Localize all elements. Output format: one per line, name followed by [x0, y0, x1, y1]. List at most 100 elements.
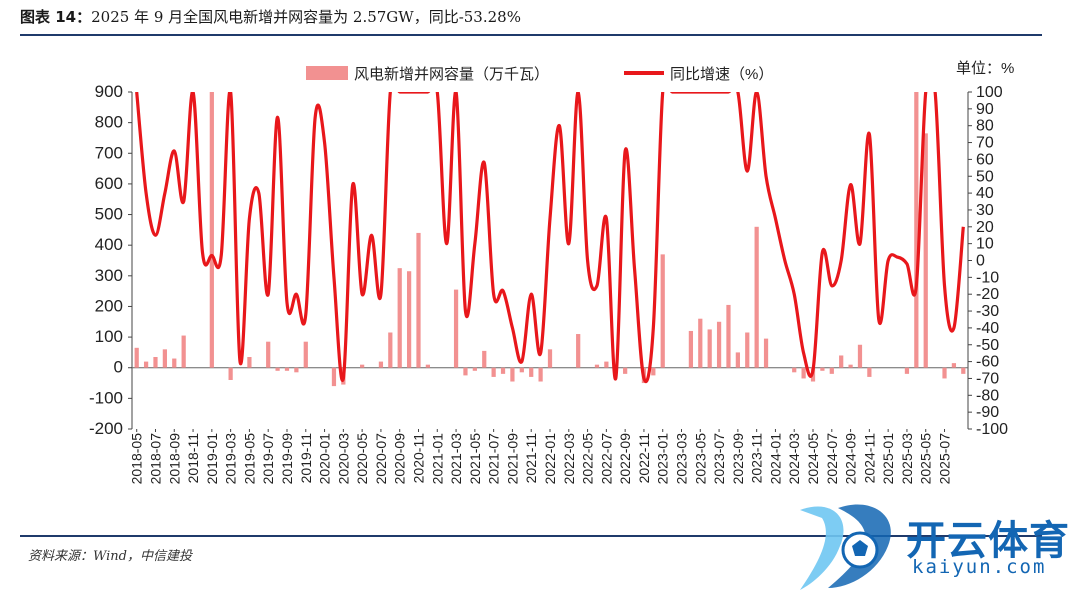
capacity-bar	[848, 364, 853, 368]
capacity-bar	[463, 367, 468, 376]
capacity-bar	[547, 349, 553, 368]
x-tick-label: 2022-07	[598, 433, 614, 485]
x-tick-label: 2023-07	[711, 433, 727, 485]
y-right-tick-label: -70	[976, 370, 999, 387]
y-left-tick-label: 0	[114, 358, 123, 377]
y-left-tick-label: 500	[95, 205, 123, 224]
capacity-bar	[472, 367, 477, 371]
capacity-bar	[604, 361, 609, 368]
capacity-bar	[378, 361, 384, 368]
growth-line-group	[135, 92, 965, 384]
y-left-tick-label: 700	[95, 143, 123, 162]
capacity-bar	[519, 367, 524, 373]
title-rule	[20, 34, 1042, 36]
capacity-bar	[181, 335, 186, 368]
capacity-bar	[397, 268, 402, 368]
capacity-bar	[162, 349, 167, 368]
capacity-bar	[425, 364, 431, 368]
x-tick-label: 2020-11	[410, 433, 426, 484]
y-right-tick-label: -10	[976, 269, 999, 286]
x-tick-label: 2019-05	[241, 433, 257, 485]
x-tick-label: 2020-09	[392, 433, 408, 485]
capacity-bar	[763, 338, 769, 368]
x-tick-label: 2020-01	[317, 433, 333, 485]
capacity-bar	[867, 367, 872, 377]
x-tick-label: 2021-11	[523, 433, 539, 484]
x-tick-label: 2020-07	[373, 433, 389, 485]
capacity-bar	[651, 367, 656, 376]
x-tick-label: 2024-03	[786, 433, 802, 485]
y-right-tick-label: 40	[976, 185, 994, 202]
capacity-bar	[745, 332, 750, 368]
unit-label: 单位：%	[956, 60, 1014, 77]
capacity-bar	[275, 367, 280, 371]
x-tick-label: 2024-01	[767, 433, 783, 485]
x-tick-label: 2022-05	[580, 433, 596, 485]
legend-line-label: 同比增速（%）	[670, 66, 773, 83]
capacity-bar	[406, 271, 412, 368]
x-tick-label: 2023-09	[730, 433, 746, 485]
capacity-bar	[829, 367, 834, 374]
legend-bar-label: 风电新增并网容量（万千瓦）	[354, 66, 549, 83]
x-tick-label: 2023-01	[655, 433, 671, 485]
capacity-bar	[247, 357, 252, 368]
growth-line	[135, 92, 965, 384]
capacity-bar	[134, 347, 139, 368]
capacity-bar	[961, 367, 966, 374]
x-tick-label: 2023-11	[749, 433, 765, 484]
x-tick-label: 2024-07	[824, 433, 840, 485]
x-tick-label: 2021-03	[448, 433, 464, 485]
x-tick-label: 2021-07	[486, 433, 502, 485]
x-tick-label: 2022-01	[542, 433, 558, 485]
x-tick-label: 2019-03	[223, 433, 239, 485]
y-right-tick-label: 90	[976, 101, 994, 118]
watermark-brand: 开云体育	[906, 518, 1070, 564]
x-tick-label: 2021-09	[504, 433, 520, 485]
capacity-bar	[294, 367, 299, 373]
y-right-tick-label: -20	[976, 286, 999, 303]
y-right-tick-label: -100	[976, 421, 1008, 438]
capacity-bar	[942, 367, 947, 379]
x-tick-label: 2025-05	[918, 433, 934, 485]
x-tick-label: 2018-05	[129, 433, 145, 485]
x-tick-label: 2019-07	[260, 433, 276, 485]
capacity-bar	[529, 367, 534, 377]
x-tick-label: 2023-03	[674, 433, 690, 485]
x-tick-label: 2019-01	[204, 433, 220, 485]
capacity-bar	[172, 358, 177, 368]
capacity-bar	[820, 367, 825, 371]
y-left-tick-label: 200	[95, 296, 123, 315]
capacity-bar	[623, 367, 628, 374]
x-tick-label: 2024-09	[843, 433, 859, 485]
capacity-bar	[914, 92, 919, 368]
x-tick-label: 2020-05	[354, 433, 370, 485]
y-left-tick-label: 600	[95, 174, 123, 193]
capacity-bar	[266, 341, 271, 368]
chart-title: 图表 14：2025 年 9 月全国风电新增并网容量为 2.57GW，同比-53…	[20, 6, 521, 27]
capacity-bar	[660, 254, 665, 368]
x-tick-label: 2018-09	[166, 433, 182, 485]
x-tick-label: 2024-11	[861, 433, 877, 484]
capacity-bar	[360, 364, 365, 368]
y-left-tick-label: -100	[89, 388, 123, 407]
x-tick-label: 2022-09	[617, 433, 633, 485]
x-tick-label: 2025-07	[937, 433, 953, 485]
y-right-tick-label: -80	[976, 387, 999, 404]
x-tick-label: 2025-01	[880, 433, 896, 485]
x-tick-label: 2021-01	[429, 433, 445, 485]
y-right-tick-label: 20	[976, 219, 994, 236]
capacity-bar	[576, 334, 581, 368]
y-right-tick-label: 100	[976, 84, 1003, 101]
capacity-bar	[416, 232, 421, 368]
x-tick-label: 2020-03	[335, 433, 351, 485]
legend-bar-swatch	[306, 66, 348, 80]
capacity-bar	[904, 367, 910, 374]
y-left-tick-label: 300	[95, 266, 123, 285]
x-tick-label: 2025-03	[899, 433, 915, 485]
y-right-tick-label: 30	[976, 202, 994, 219]
y-left-tick-label: 100	[95, 327, 123, 346]
capacity-bar	[839, 355, 844, 368]
capacity-bar	[331, 367, 337, 387]
capacity-bar	[303, 341, 308, 368]
y-right-tick-label: 60	[976, 151, 994, 168]
